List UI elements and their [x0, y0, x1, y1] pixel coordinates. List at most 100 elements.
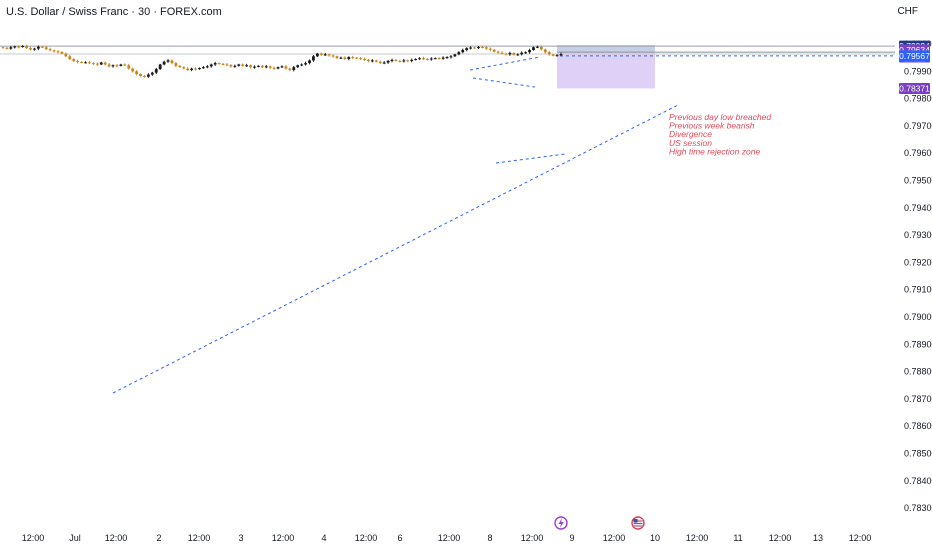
candle-body — [390, 59, 394, 61]
candle-body — [213, 63, 217, 65]
candle-body — [25, 45, 28, 49]
candle-body — [410, 59, 414, 61]
candle-body — [394, 59, 398, 61]
candle-body — [351, 57, 355, 59]
candle-body — [76, 60, 80, 63]
candle-body — [492, 49, 496, 52]
annotation-text: High time rejection zone — [669, 146, 760, 156]
lightning-event-icon[interactable] — [554, 516, 568, 530]
x-tick-label: 8 — [487, 533, 492, 543]
x-tick-label: 12:00 — [849, 533, 872, 543]
candle-body — [198, 68, 201, 70]
candle-body — [429, 58, 433, 60]
candle-body — [508, 53, 512, 55]
candle-body — [13, 46, 17, 48]
rising-trendline — [112, 104, 679, 394]
candle-body — [359, 58, 362, 60]
candle-body — [477, 47, 480, 49]
candle-body — [170, 60, 174, 64]
candle-body — [327, 54, 331, 56]
candle-body — [186, 68, 190, 70]
us-flag-event-icon[interactable] — [631, 516, 645, 530]
candle-body — [528, 50, 531, 53]
candle-body — [115, 65, 119, 67]
candle-body — [339, 57, 343, 59]
annotation-text: Previous week bearish — [669, 121, 755, 131]
candle-body — [21, 45, 25, 48]
candle-body — [217, 63, 221, 65]
candle-body — [64, 53, 68, 57]
candle-body — [182, 67, 186, 69]
candle-body — [233, 65, 237, 67]
symbol-title[interactable]: U.S. Dollar / Swiss Franc · 30 · FOREX.c… — [6, 6, 222, 18]
x-tick-label: 6 — [397, 533, 402, 543]
candle-body — [323, 54, 327, 56]
candle-body — [347, 57, 351, 60]
candle-body — [209, 64, 213, 67]
candle-body — [425, 59, 429, 61]
candle-body — [229, 65, 233, 67]
candle-body — [481, 47, 484, 49]
candle-body — [260, 65, 264, 68]
candle-body — [221, 63, 225, 65]
x-tick-label: 12:00 — [686, 533, 709, 543]
candle-body — [91, 63, 95, 65]
candle-body — [382, 62, 386, 64]
candle-body — [284, 66, 288, 69]
event-icons — [554, 516, 645, 530]
candle-body — [300, 64, 304, 66]
candle-body — [308, 60, 311, 64]
candle-body — [418, 58, 421, 60]
candle-body — [139, 74, 142, 76]
candle-body — [512, 53, 516, 55]
x-tick-label: 12:00 — [188, 533, 211, 543]
candle-body — [441, 57, 445, 59]
candle-body — [465, 48, 469, 51]
x-tick-label: 12:00 — [272, 533, 295, 543]
candle-body — [5, 47, 9, 49]
candle-body — [496, 51, 500, 53]
candle-body — [370, 60, 374, 62]
candle-body — [547, 52, 551, 55]
candle-body — [457, 52, 461, 55]
x-tick-label: 12:00 — [603, 533, 626, 543]
candle-body — [174, 63, 178, 66]
candle-body — [331, 55, 335, 57]
price-tag-label: 0.79634 — [899, 45, 930, 55]
candle-body — [402, 60, 406, 62]
price-tag-label: 0.78371 — [899, 83, 930, 93]
x-tick-label: 2 — [156, 533, 161, 543]
candle-body — [543, 49, 547, 53]
candle-body — [150, 72, 154, 75]
x-tick-label: 4 — [321, 533, 326, 543]
candle-body — [194, 68, 197, 70]
divergence-line-bottom — [495, 153, 566, 164]
candle-body — [166, 60, 170, 62]
candle-body — [367, 59, 370, 61]
candle-body — [437, 58, 441, 60]
candle-body — [143, 75, 146, 77]
candle-body — [524, 52, 528, 54]
candle-body — [386, 60, 390, 63]
x-tick-label: 12:00 — [438, 533, 461, 543]
candle-body — [127, 65, 131, 69]
candle-body — [123, 64, 127, 66]
candle-body — [335, 56, 339, 59]
candle-body — [249, 65, 252, 68]
candle-body — [276, 67, 280, 69]
candle-body — [551, 54, 555, 56]
